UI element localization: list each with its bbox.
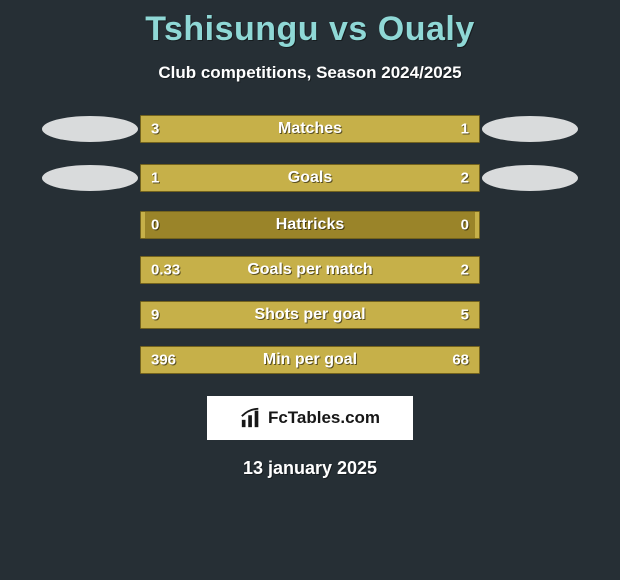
- bar-fill-left: [141, 212, 145, 238]
- stat-bar: 3 1 Matches: [140, 115, 480, 143]
- stat-value-left: 396: [151, 352, 176, 369]
- stat-row: 0 0 Hattricks: [0, 211, 620, 239]
- date-text: 13 january 2025: [0, 458, 620, 479]
- stats-container: 3 1 Matches 1 2 Goals 0 0 Hattricks 0.33 2 Goals pe…: [0, 113, 620, 374]
- logo-text: FcTables.com: [268, 408, 380, 428]
- bar-fill-right: [253, 165, 479, 191]
- stat-bar: 9 5 Shots per goal: [140, 301, 480, 329]
- chart-icon: [240, 407, 262, 429]
- bar-fill-left: [141, 116, 395, 142]
- stat-row: 396 68 Min per goal: [0, 346, 620, 374]
- stat-bar: 0.33 2 Goals per match: [140, 256, 480, 284]
- stat-row: 1 2 Goals: [0, 162, 620, 194]
- stat-value-right: 2: [461, 262, 469, 279]
- stat-value-right: 1: [461, 121, 469, 138]
- player-avatar-left: [40, 113, 140, 145]
- stat-value-left: 3: [151, 121, 159, 138]
- stat-value-left: 0.33: [151, 262, 180, 279]
- player-avatar-left: [40, 162, 140, 194]
- stat-value-right: 0: [461, 217, 469, 234]
- stat-value-right: 5: [461, 307, 469, 324]
- player-avatar-right: [480, 113, 580, 145]
- subtitle: Club competitions, Season 2024/2025: [0, 63, 620, 83]
- bar-fill-right: [475, 212, 479, 238]
- stat-row: 0.33 2 Goals per match: [0, 256, 620, 284]
- stat-label: Goals: [288, 169, 332, 187]
- stat-value-left: 1: [151, 170, 159, 187]
- stat-label: Shots per goal: [254, 306, 365, 324]
- fctables-logo: FcTables.com: [207, 396, 413, 440]
- stat-value-right: 68: [452, 352, 469, 369]
- player-avatar-right: [480, 162, 580, 194]
- stat-label: Matches: [278, 120, 342, 138]
- avatar-placeholder-icon: [482, 116, 578, 142]
- stat-bar: 1 2 Goals: [140, 164, 480, 192]
- stat-bar: 0 0 Hattricks: [140, 211, 480, 239]
- stat-value-left: 9: [151, 307, 159, 324]
- page-title: Tshisungu vs Oualy: [0, 0, 620, 49]
- avatar-placeholder-icon: [482, 165, 578, 191]
- stat-label: Hattricks: [276, 216, 344, 234]
- stat-value-left: 0: [151, 217, 159, 234]
- avatar-placeholder-icon: [42, 165, 138, 191]
- avatar-placeholder-icon: [42, 116, 138, 142]
- stat-row: 3 1 Matches: [0, 113, 620, 145]
- stat-row: 9 5 Shots per goal: [0, 301, 620, 329]
- stat-value-right: 2: [461, 170, 469, 187]
- stat-label: Goals per match: [247, 261, 372, 279]
- stat-bar: 396 68 Min per goal: [140, 346, 480, 374]
- stat-label: Min per goal: [263, 351, 357, 369]
